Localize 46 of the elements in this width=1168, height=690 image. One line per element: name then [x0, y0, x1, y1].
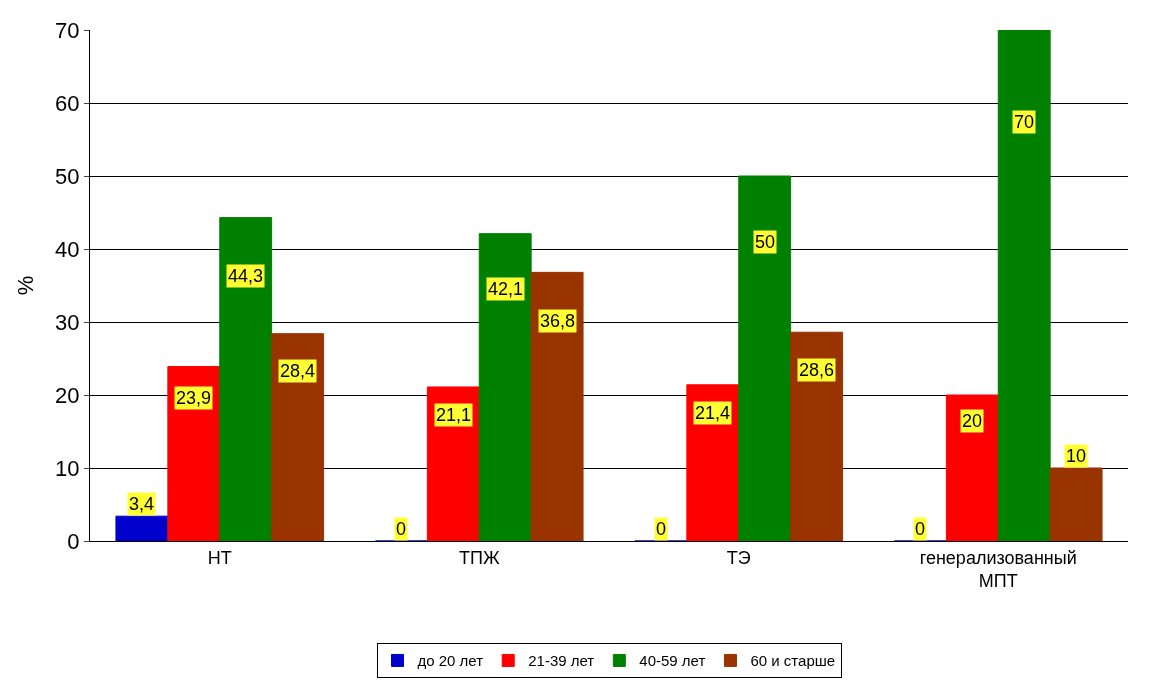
data-label: 70 — [1014, 112, 1035, 132]
legend-label: 21-39 лет — [528, 652, 595, 670]
y-tick-label: 50 — [55, 163, 80, 189]
legend-label: до 20 лет — [417, 652, 484, 670]
data-label: 44,3 — [228, 266, 264, 286]
bar — [790, 331, 844, 541]
data-label: 42,1 — [488, 279, 524, 299]
y-tick-label: 20 — [55, 382, 80, 408]
data-label: 28,4 — [280, 361, 316, 381]
y-tick-label: 0 — [67, 528, 80, 554]
data-label: 21,4 — [695, 403, 731, 423]
data-label: 0 — [915, 519, 926, 539]
bar — [1049, 467, 1103, 541]
y-tick-label: 30 — [55, 309, 80, 335]
data-label: 28,6 — [799, 360, 835, 380]
bar — [426, 386, 480, 541]
bar — [530, 271, 584, 541]
data-label: 10 — [1066, 446, 1087, 466]
y-tick-label: 60 — [55, 90, 80, 116]
y-tick-label: 10 — [55, 455, 80, 481]
x-tick-label: генерализованный МПТ — [919, 547, 1077, 591]
y-tick-label: 70 — [55, 17, 80, 43]
legend-label: 60 и старше — [750, 652, 836, 670]
x-tick-label: НТ — [207, 547, 232, 568]
bar — [945, 394, 999, 541]
legend-label: 40-59 лет — [639, 652, 706, 670]
x-tick-label: ТПЖ — [458, 547, 500, 568]
data-label: 23,9 — [176, 388, 212, 408]
data-label: 0 — [396, 519, 407, 539]
bar — [478, 233, 532, 541]
data-label: 21,1 — [436, 405, 472, 425]
bar — [686, 384, 740, 541]
bar — [738, 175, 792, 541]
bar — [115, 515, 169, 541]
bar — [271, 333, 325, 541]
bar — [997, 30, 1051, 541]
bar — [219, 217, 273, 541]
bar — [167, 366, 221, 541]
y-tick-label: 40 — [55, 236, 80, 262]
x-tick-label: ТЭ — [726, 547, 751, 568]
y-axis-title: % — [12, 275, 38, 296]
data-label: 20 — [962, 411, 983, 431]
data-label: 50 — [755, 232, 776, 252]
data-label: 0 — [656, 519, 667, 539]
data-label: 3,4 — [129, 494, 155, 514]
data-label: 36,8 — [540, 311, 576, 331]
